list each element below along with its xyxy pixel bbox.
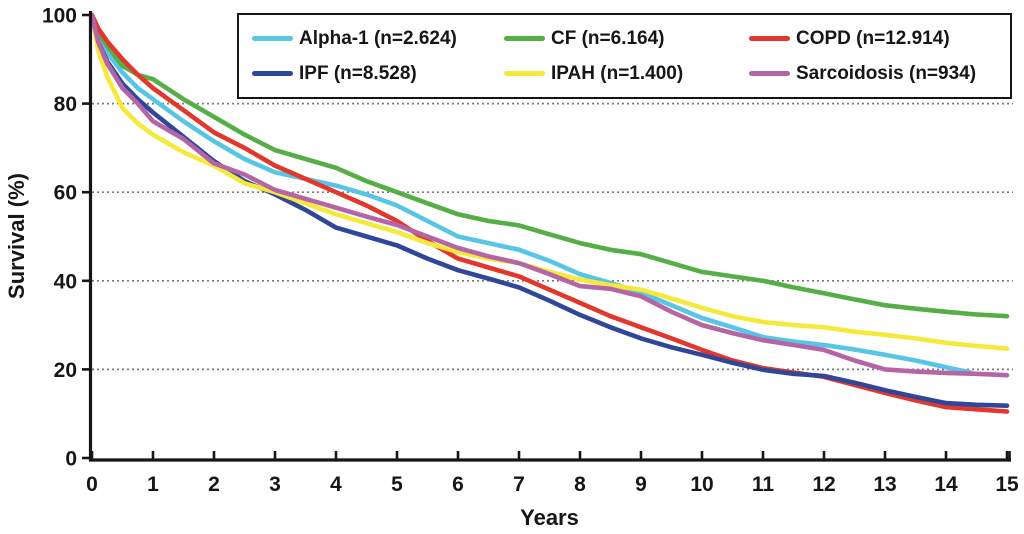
x-tick-label-4: 4: [330, 473, 342, 496]
cf-line-swatch-icon: [504, 35, 545, 42]
x-tick-label-15: 15: [995, 473, 1019, 496]
y-tick-label-20: 20: [54, 359, 77, 382]
copd-line-swatch-icon: [749, 35, 790, 42]
legend-item-ipf: IPF (n=8.528): [252, 63, 504, 85]
x-tick-label-6: 6: [452, 473, 464, 496]
x-tick-label-0: 0: [86, 473, 98, 496]
legend-item-alpha1: Alpha-1 (n=2.624): [252, 28, 504, 50]
x-axis-title: Years: [520, 505, 579, 530]
x-tick-label-2: 2: [208, 473, 220, 496]
x-tick-label-9: 9: [635, 473, 647, 496]
series-line-sarcoidosis: [89, 12, 1010, 378]
sarcoidosis-line-swatch-icon: [749, 70, 790, 77]
legend-label-cf: CF (n=6.164): [551, 27, 665, 49]
series-line-alpha1: [89, 12, 973, 375]
y-tick-label-40: 40: [54, 270, 77, 293]
legend-item-ipah: IPAH (n=1.400): [504, 63, 749, 85]
legend-label-alpha1: Alpha-1 (n=2.624): [299, 27, 457, 49]
x-tick-label-13: 13: [873, 473, 896, 496]
x-tick-label-11: 11: [752, 473, 775, 496]
legend-label-ipah: IPAH (n=1.400): [551, 62, 684, 84]
legend-item-sarcoidosis: Sarcoidosis (n=934): [749, 63, 1006, 85]
legend-label-copd: COPD (n=12.914): [796, 27, 950, 49]
x-tick-label-5: 5: [391, 473, 403, 496]
x-tick-label-7: 7: [513, 473, 525, 496]
ipf-line-swatch-icon: [252, 70, 293, 77]
ipah-line-swatch-icon: [504, 70, 545, 77]
series-line-cf: [89, 12, 1010, 319]
y-tick-label-60: 60: [54, 182, 77, 205]
legend-label-ipf: IPF (n=8.528): [299, 62, 417, 84]
x-tick-label-1: 1: [147, 473, 159, 496]
chart-legend: Alpha-1 (n=2.624) CF (n=6.164) COPD (n=1…: [237, 13, 1012, 99]
x-tick-label-14: 14: [934, 473, 958, 496]
x-tick-label-12: 12: [812, 473, 835, 496]
legend-item-copd: COPD (n=12.914): [749, 28, 1006, 50]
legend-label-sarcoidosis: Sarcoidosis (n=934): [796, 62, 977, 84]
series-line-ipf: [89, 12, 1010, 409]
y-tick-label-80: 80: [54, 93, 77, 116]
legend-item-cf: CF (n=6.164): [504, 28, 749, 50]
x-tick-label-3: 3: [269, 473, 281, 496]
alpha1-line-swatch-icon: [252, 35, 293, 42]
x-tick-label-8: 8: [574, 473, 586, 496]
y-tick-label-0: 0: [65, 448, 77, 471]
y-axis-title: Survival (%): [4, 173, 29, 299]
x-tick-label-10: 10: [690, 473, 713, 496]
y-tick-label-100: 100: [42, 5, 77, 28]
